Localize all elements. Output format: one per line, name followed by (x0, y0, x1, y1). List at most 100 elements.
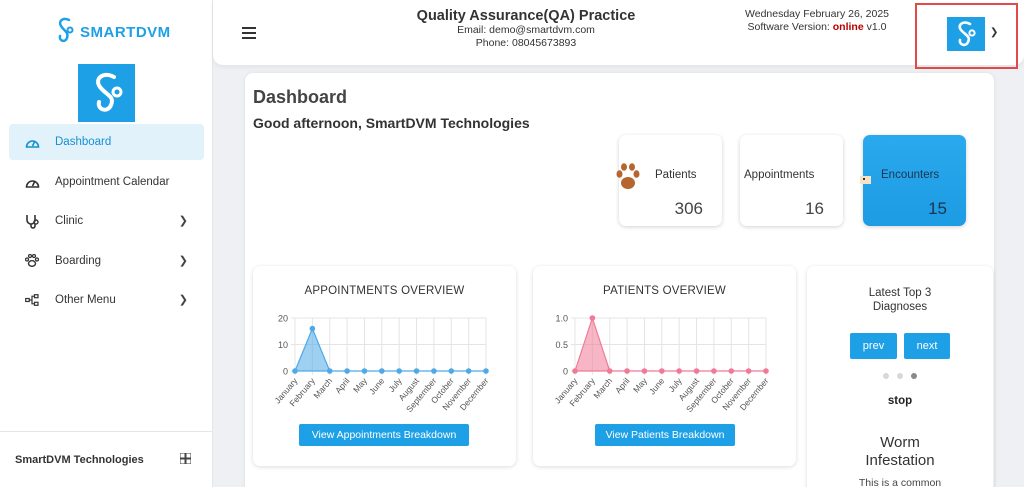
chevron-down-icon[interactable]: ❯ (990, 27, 999, 38)
practice-avatar (78, 64, 135, 122)
chart-title: APPOINTMENTS OVERVIEW (304, 285, 465, 297)
sidebar-item-label: Clinic (55, 215, 84, 227)
y-tick-label: 20 (278, 314, 288, 324)
top-diagnoses-card: Latest Top 3 Diagnoses prev next stop Wo… (807, 266, 993, 487)
stat-card-appointments[interactable]: Appointments 16 (740, 135, 843, 226)
diagnoses-title: Latest Top 3 Diagnoses (868, 287, 932, 313)
data-point (413, 368, 420, 374)
sidebar-nav: Dashboard Appointment Calendar Clinic ❯ … (9, 124, 204, 322)
paw-icon (24, 253, 40, 269)
x-tick-label: April (613, 376, 632, 396)
top-header: Quality Assurance(QA) Practice Email: de… (213, 0, 1024, 69)
y-tick-label: 0 (283, 367, 288, 377)
data-point (589, 315, 596, 321)
sidebar-item-clinic[interactable]: Clinic ❯ (9, 203, 204, 239)
stat-value: 306 (674, 199, 703, 218)
stat-label: Patients (655, 169, 697, 181)
data-point (326, 368, 333, 374)
dashboard-panel: Dashboard Good afternoon, SmartDVM Techn… (245, 73, 994, 487)
greeting: Good afternoon, SmartDVM Technologies (253, 115, 530, 131)
stat-card-patients[interactable]: Patients 306 (616, 135, 722, 226)
practice-phone: Phone: 08045673893 (475, 37, 577, 49)
software-version: Software Version: online v1.0 (747, 21, 887, 33)
gauge-icon (24, 174, 40, 190)
sidebar-item-dashboard[interactable]: Dashboard (9, 124, 204, 160)
user-menu[interactable]: ❯ (915, 3, 1018, 69)
paw-icon (616, 162, 640, 197)
brand-logo[interactable]: SMARTDVM (54, 16, 171, 49)
data-point (745, 368, 752, 374)
stat-label: Encounters (881, 169, 940, 181)
chevron-right-icon: ❯ (178, 294, 188, 306)
practice-name: Quality Assurance(QA) Practice (416, 8, 636, 24)
data-point (763, 368, 769, 374)
data-point (676, 368, 682, 374)
data-point (344, 368, 350, 374)
appointments-overview-card: APPOINTMENTS OVERVIEW 0 10 20 January Februa… (253, 266, 516, 466)
sidebar-item-boarding[interactable]: Boarding ❯ (9, 243, 204, 279)
carousel-indicators (883, 373, 917, 379)
stat-card-encounters[interactable]: Encounters 15 (860, 135, 966, 226)
x-tick-label: April (333, 376, 352, 396)
data-point (728, 368, 735, 374)
x-tick-label: June (367, 376, 387, 397)
y-tick-label: 1.0 (555, 314, 568, 324)
patients-overview-card: PATIENTS OVERVIEW 0 0.5 1.0 January February… (533, 266, 796, 466)
prev-button[interactable]: prev (850, 333, 897, 359)
carousel-dot-active[interactable] (911, 373, 917, 379)
sidebar-item-label: Appointment Calendar (55, 175, 170, 188)
data-point (659, 368, 665, 374)
data-point (448, 368, 455, 374)
x-tick-label: June (647, 376, 667, 397)
company-name: SmartDVM Technologies (15, 453, 144, 466)
carousel-dot[interactable] (883, 373, 889, 379)
stethoscope-logo-icon (54, 16, 76, 49)
x-tick-label: May (631, 375, 649, 394)
chevron-right-icon: ❯ (178, 254, 188, 267)
view-appointments-breakdown-button[interactable]: View Appointments Breakdown (299, 424, 469, 446)
data-point (572, 368, 578, 374)
sidebar-item-label: Boarding (55, 254, 102, 267)
sidebar-item-appointment-calendar[interactable]: Appointment Calendar (9, 164, 204, 200)
data-point (292, 368, 298, 374)
windows-icon[interactable] (179, 452, 192, 467)
user-avatar[interactable] (947, 17, 985, 51)
y-tick-label: 10 (278, 340, 288, 350)
carousel-dot[interactable] (897, 373, 903, 379)
sidebar-item-label: Other Menu (55, 294, 116, 306)
data-point (606, 368, 613, 374)
data-point (624, 368, 630, 374)
page-title: Dashboard (253, 87, 348, 107)
data-point (379, 368, 385, 374)
x-tick-label: March (591, 376, 614, 401)
x-tick-label: March (311, 376, 334, 401)
clipboard-icon (860, 162, 872, 189)
data-point (483, 368, 489, 374)
next-button[interactable]: next (904, 333, 950, 359)
sidebar-item-other-menu[interactable]: Other Menu ❯ (9, 282, 204, 318)
y-tick-label: 0.5 (555, 340, 568, 350)
y-tick-label: 0 (563, 367, 568, 377)
chart-title: PATIENTS OVERVIEW (603, 285, 726, 297)
stop-button[interactable]: stop (887, 395, 913, 407)
series-area (294, 327, 486, 372)
practice-info: Quality Assurance(QA) Practice Email: de… (376, 8, 676, 50)
stat-value: 16 (805, 199, 824, 218)
x-tick-label: May (351, 375, 369, 394)
sidebar-item-label: Dashboard (55, 136, 112, 148)
data-point (711, 368, 717, 374)
chevron-right-icon: ❯ (178, 215, 188, 227)
practice-email: Email: demo@smartdvm.com (457, 24, 595, 36)
menu-icon[interactable] (242, 27, 256, 39)
data-point (465, 368, 472, 374)
data-point (309, 325, 316, 332)
data-point (693, 368, 700, 374)
stat-value: 15 (928, 199, 947, 218)
gauge-icon (24, 134, 40, 150)
sitemap-icon (24, 292, 40, 308)
sidebar-footer: SmartDVM Technologies (0, 431, 213, 487)
current-date: Wednesday February 26, 2025 (745, 8, 889, 20)
view-patients-breakdown-button[interactable]: View Patients Breakdown (595, 424, 735, 446)
